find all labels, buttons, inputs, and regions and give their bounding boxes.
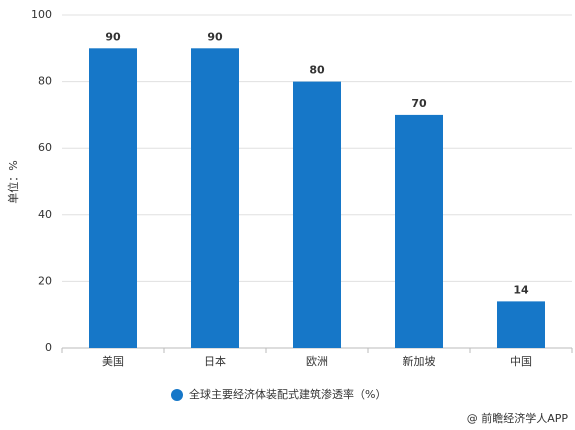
bar (191, 48, 239, 349)
y-tick-label: 0 (45, 341, 52, 354)
y-tick-label: 20 (38, 274, 52, 287)
value-label: 80 (309, 64, 325, 77)
value-label: 90 (207, 30, 223, 43)
y-tick-label: 60 (38, 141, 52, 154)
source: @ 前瞻经济学人APP (467, 411, 569, 425)
x-tick-label: 日本 (204, 354, 226, 368)
y-axis-label: 单位：% (6, 160, 20, 203)
value-label: 14 (513, 283, 529, 296)
x-tick-label: 欧洲 (306, 355, 328, 368)
bar (497, 301, 545, 348)
value-label: 70 (411, 97, 427, 110)
x-tick-label: 新加坡 (403, 354, 436, 368)
x-tick-label: 美国 (102, 355, 124, 368)
bar (89, 48, 137, 349)
x-tick-label: 中国 (510, 355, 532, 368)
y-tick-label: 80 (38, 75, 52, 88)
y-tick-label: 100 (31, 8, 52, 21)
bar (395, 114, 443, 349)
legend-label: 全球主要经济体装配式建筑渗透率（%） (189, 387, 386, 401)
y-tick-label: 40 (38, 208, 52, 221)
value-label: 90 (105, 30, 121, 43)
legend-marker (171, 389, 183, 401)
bar (293, 81, 341, 348)
